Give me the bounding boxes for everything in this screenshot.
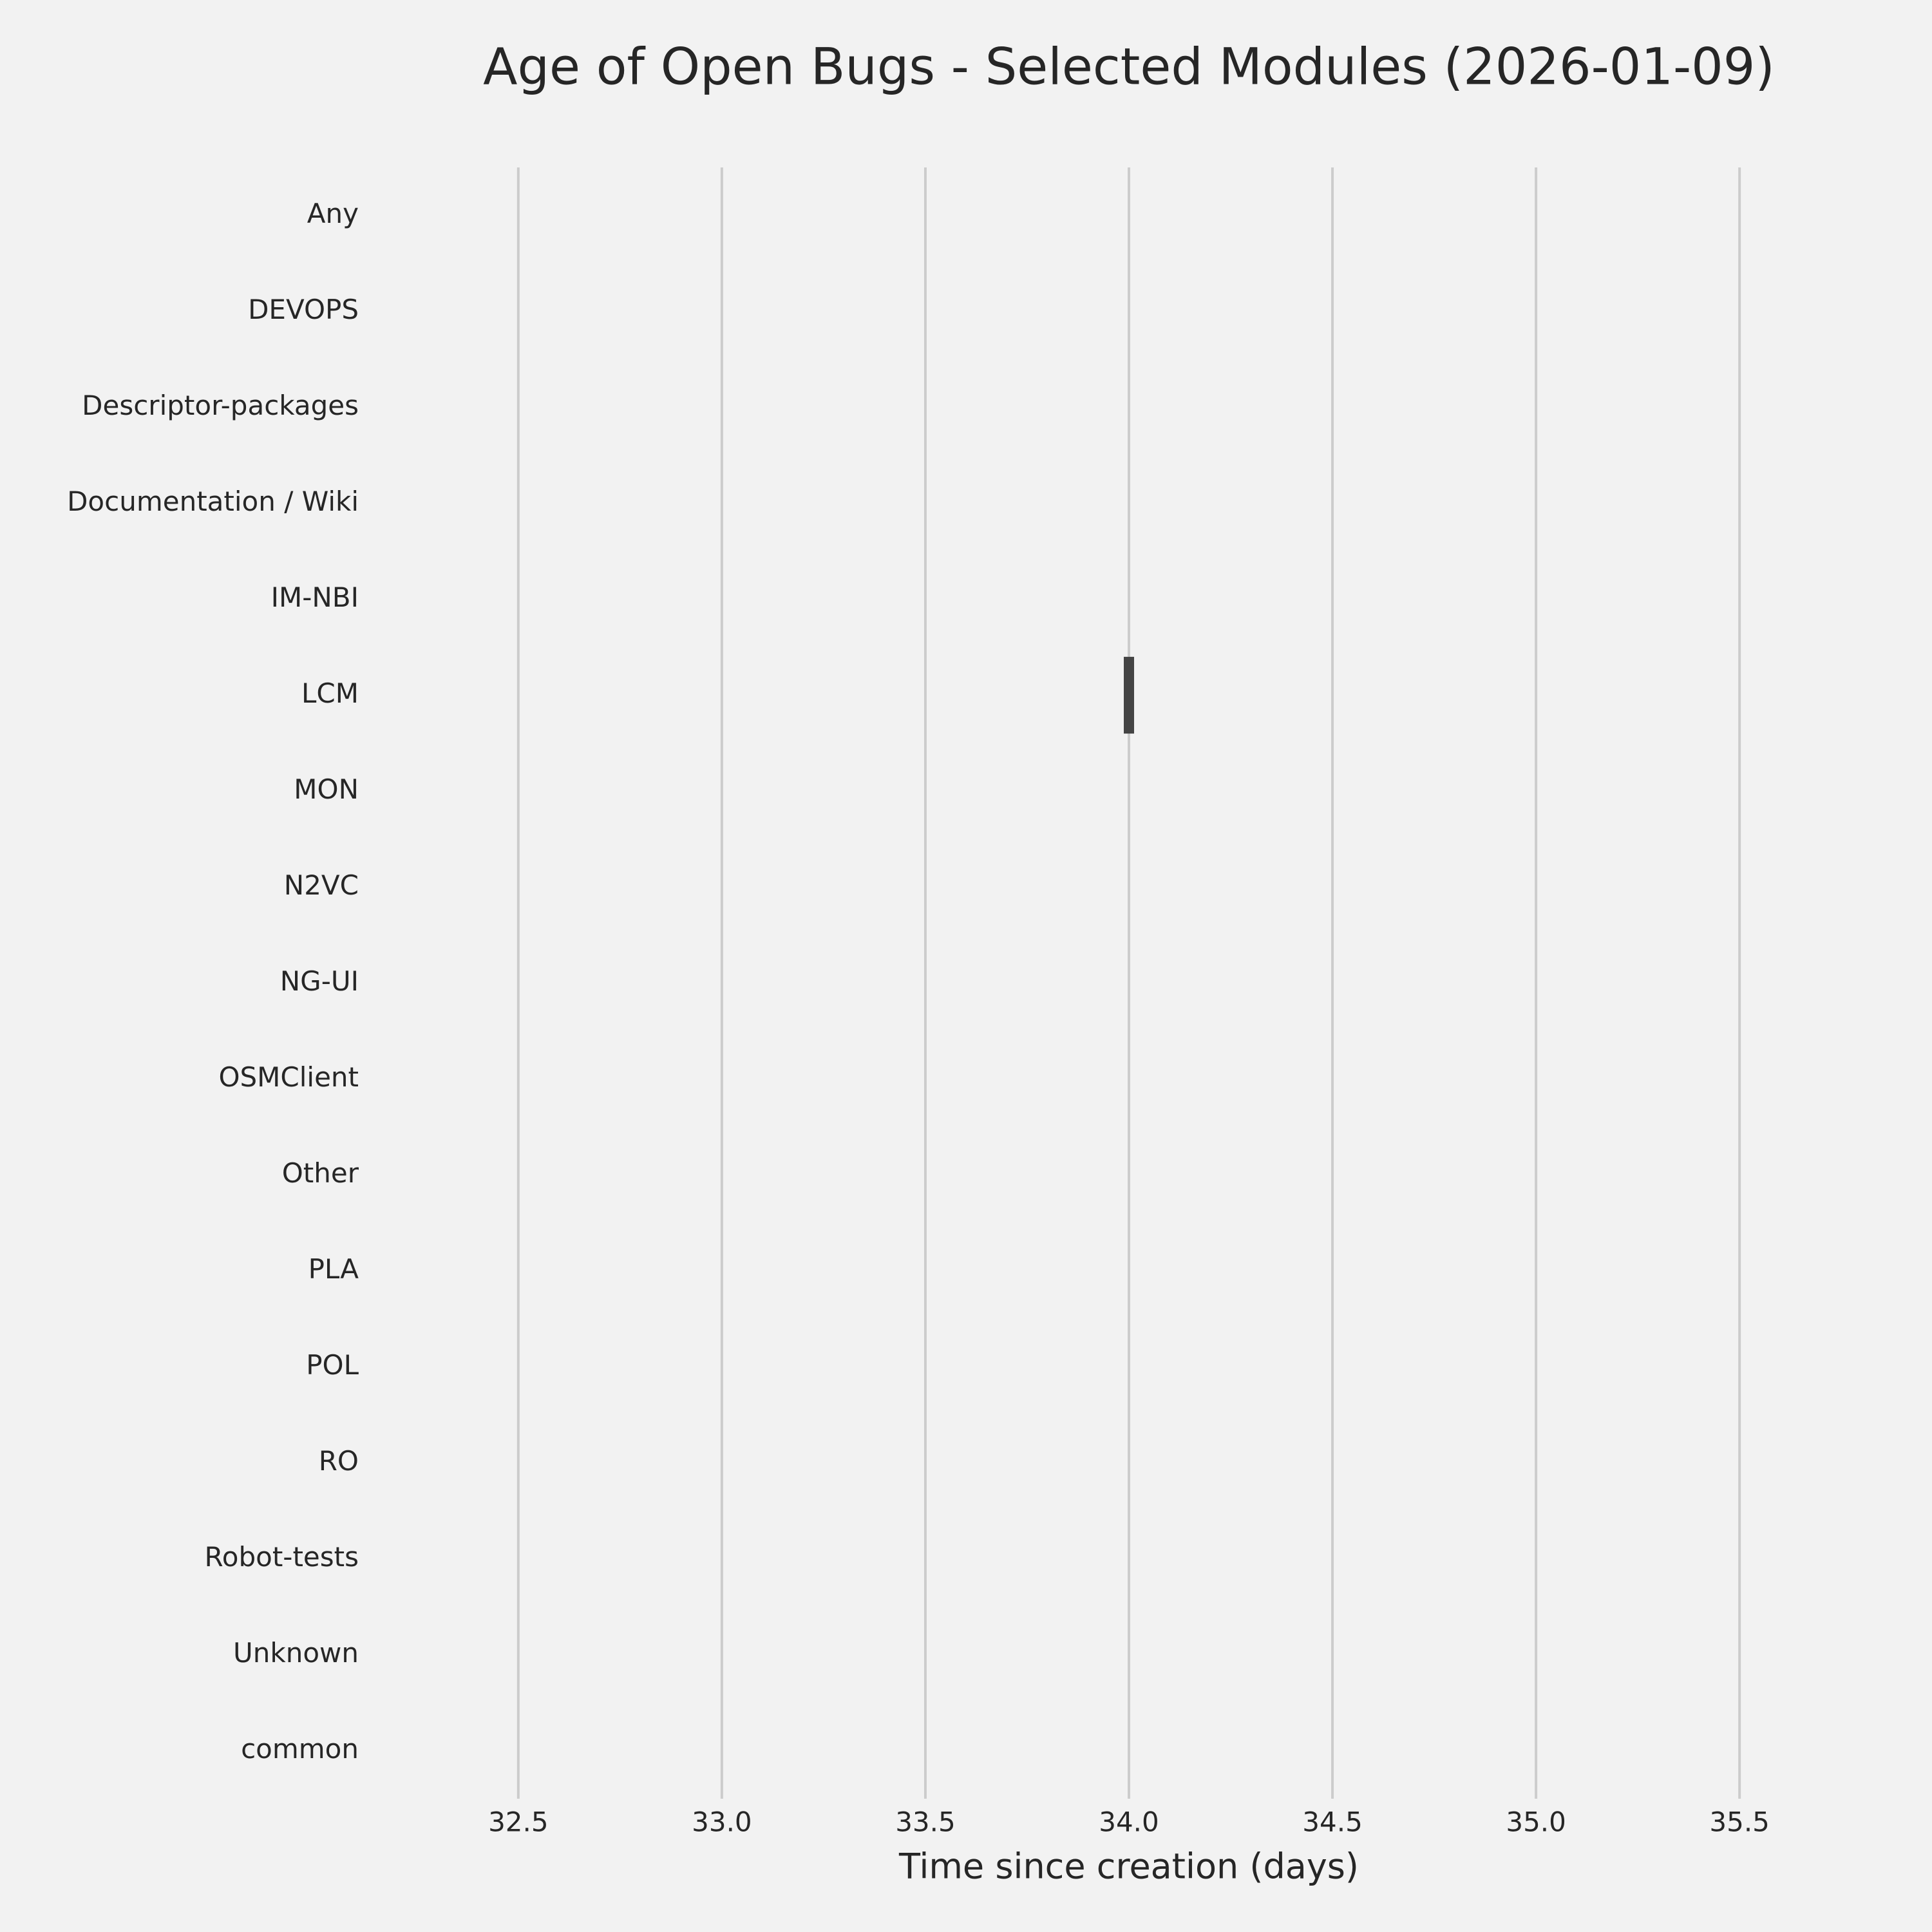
x-axis-label: Time since creation (days) (898, 1846, 1359, 1887)
box (1124, 656, 1134, 734)
y-tick-label: LCM (301, 677, 359, 709)
y-tick-label: DEVOPS (248, 294, 359, 325)
y-tick-label: common (241, 1733, 359, 1765)
y-tick-label: Descriptor-packages (82, 390, 359, 421)
y-tick-label: Unknown (233, 1637, 359, 1669)
chart-title: Age of Open Bugs - Selected Modules (202… (483, 38, 1775, 96)
y-tick-label: OSMClient (218, 1061, 359, 1093)
x-tick-label: 33.5 (895, 1806, 956, 1838)
y-tick-label: RO (319, 1445, 359, 1477)
y-tick-label: POL (306, 1349, 359, 1381)
x-tick-label: 32.5 (488, 1806, 549, 1838)
y-tick-label: Any (307, 198, 359, 229)
y-tick-label: Other (282, 1157, 359, 1189)
x-tick-label: 35.5 (1709, 1806, 1770, 1838)
y-tick-label: IM-NBI (271, 582, 359, 613)
x-tick-label: 35.0 (1506, 1806, 1566, 1838)
y-tick-label: Robot-tests (204, 1541, 359, 1573)
y-tick-label: NG-UI (280, 965, 359, 997)
x-tick-label: 33.0 (692, 1806, 752, 1838)
y-tick-label: Documentation / Wiki (67, 486, 359, 517)
x-tick-label: 34.5 (1302, 1806, 1363, 1838)
y-tick-label: N2VC (284, 869, 359, 901)
y-tick-label: PLA (308, 1253, 359, 1285)
y-tick-label: MON (294, 773, 359, 805)
x-tick-label: 34.0 (1099, 1806, 1159, 1838)
